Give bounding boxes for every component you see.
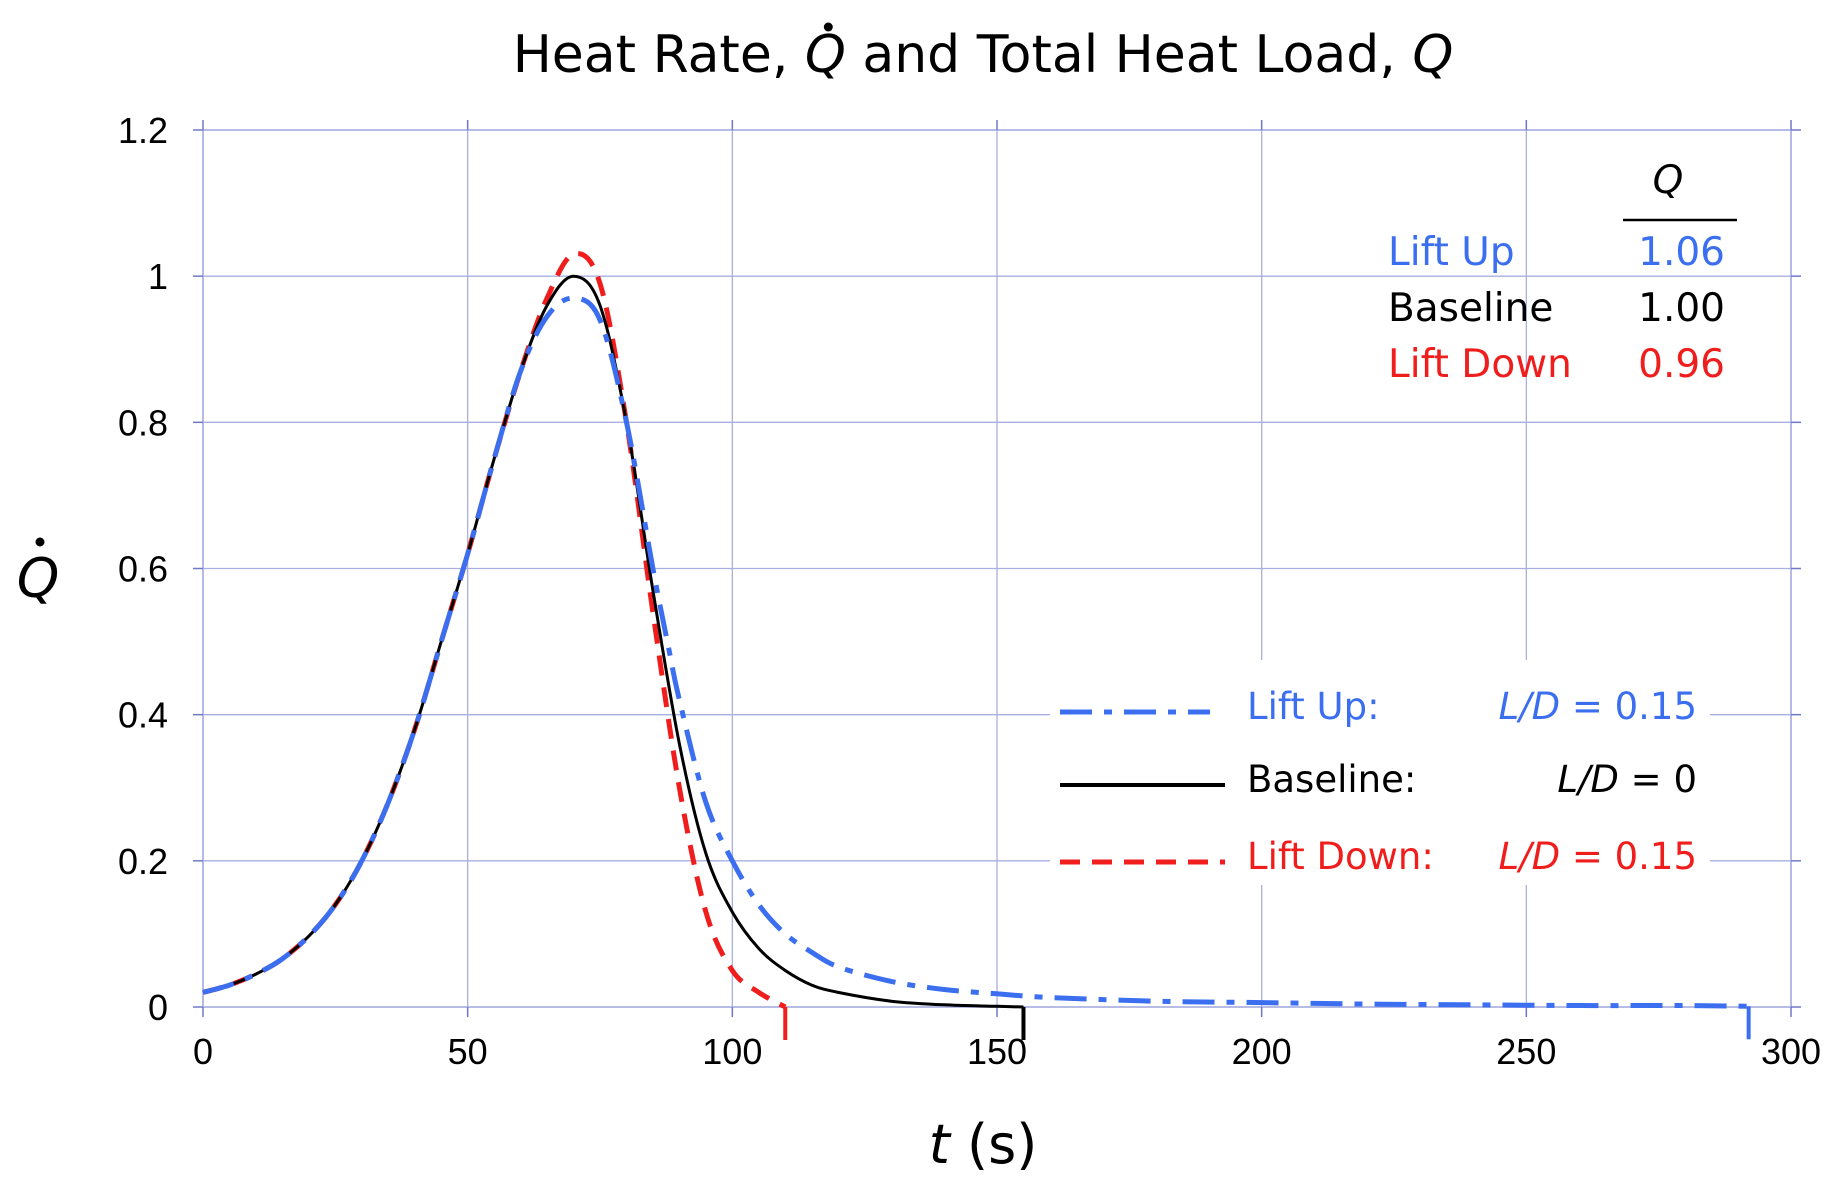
q-table-row-value: 1.00 xyxy=(1638,286,1725,331)
q-table-row-value: 1.06 xyxy=(1638,230,1725,275)
x-tick-label: 50 xyxy=(448,1031,488,1072)
series-line-lift-up xyxy=(202,295,1749,1009)
legend-label-baseline: Baseline: xyxy=(1247,758,1416,801)
legend: Lift Up: L/D = 0.15 Baseline: L/D = 0 Li… xyxy=(1050,660,1710,885)
y-tick-label: 0.8 xyxy=(118,402,168,443)
y-tick-label: 0.2 xyxy=(118,841,168,882)
q-table-row-value: 0.96 xyxy=(1638,342,1725,387)
x-tick-label: 100 xyxy=(702,1031,762,1072)
total-heat-load-table: Q Lift Up 1.06 Baseline 1.00 Lift Down 0… xyxy=(1388,158,1737,387)
chart-title-qdot: Q xyxy=(805,25,846,85)
chart-title-prefix: Heat Rate, xyxy=(513,25,805,85)
q-table-header: Q xyxy=(1653,158,1684,203)
x-tick-label: 150 xyxy=(967,1031,1027,1072)
x-axis-title-unit: (s) xyxy=(950,1113,1037,1176)
x-tick-label: 300 xyxy=(1761,1031,1821,1072)
legend-label-lift-up: Lift Up: xyxy=(1247,685,1380,728)
x-axis-title: t (s) xyxy=(929,1113,1038,1176)
title-qdot-overdot xyxy=(823,22,833,32)
series-line-baseline xyxy=(202,274,1024,1009)
q-table-row-label: Baseline xyxy=(1388,286,1553,331)
legend-background xyxy=(1050,660,1710,885)
y-axis-title-overdot xyxy=(35,537,45,547)
y-tick-label: 1 xyxy=(148,256,168,297)
x-axis-ticks: 0 50 100 150 200 250 300 xyxy=(193,120,1821,1072)
chart-title: Heat Rate, Q and Total Heat Load, Q xyxy=(513,25,1454,85)
legend-ld-lift-up: L/D = 0.15 xyxy=(1499,685,1698,728)
y-tick-label: 1.2 xyxy=(118,110,168,151)
series-line-lift-down xyxy=(202,251,787,1010)
y-tick-label: 0 xyxy=(148,987,168,1028)
y-axis-ticks: 0 0.2 0.4 0.6 0.8 1 1.2 xyxy=(118,110,1801,1028)
series-lines xyxy=(202,251,1751,1040)
x-tick-label: 0 xyxy=(193,1031,213,1072)
y-tick-label: 0.4 xyxy=(118,695,168,736)
y-axis-title: Q xyxy=(17,547,60,610)
q-table-row-label: Lift Up xyxy=(1388,230,1515,275)
q-table-row-label: Lift Down xyxy=(1388,342,1572,387)
x-tick-label: 200 xyxy=(1232,1031,1292,1072)
x-tick-label: 250 xyxy=(1496,1031,1556,1072)
chart-title-q: Q xyxy=(1412,25,1453,85)
y-tick-label: 0.6 xyxy=(118,549,168,590)
legend-label-lift-down: Lift Down: xyxy=(1247,835,1434,878)
legend-ld-baseline: L/D = 0 xyxy=(1557,758,1697,801)
x-axis-title-var: t xyxy=(929,1113,952,1176)
legend-ld-lift-down: L/D = 0.15 xyxy=(1499,835,1698,878)
chart-title-middle: and Total Heat Load, xyxy=(846,25,1413,85)
